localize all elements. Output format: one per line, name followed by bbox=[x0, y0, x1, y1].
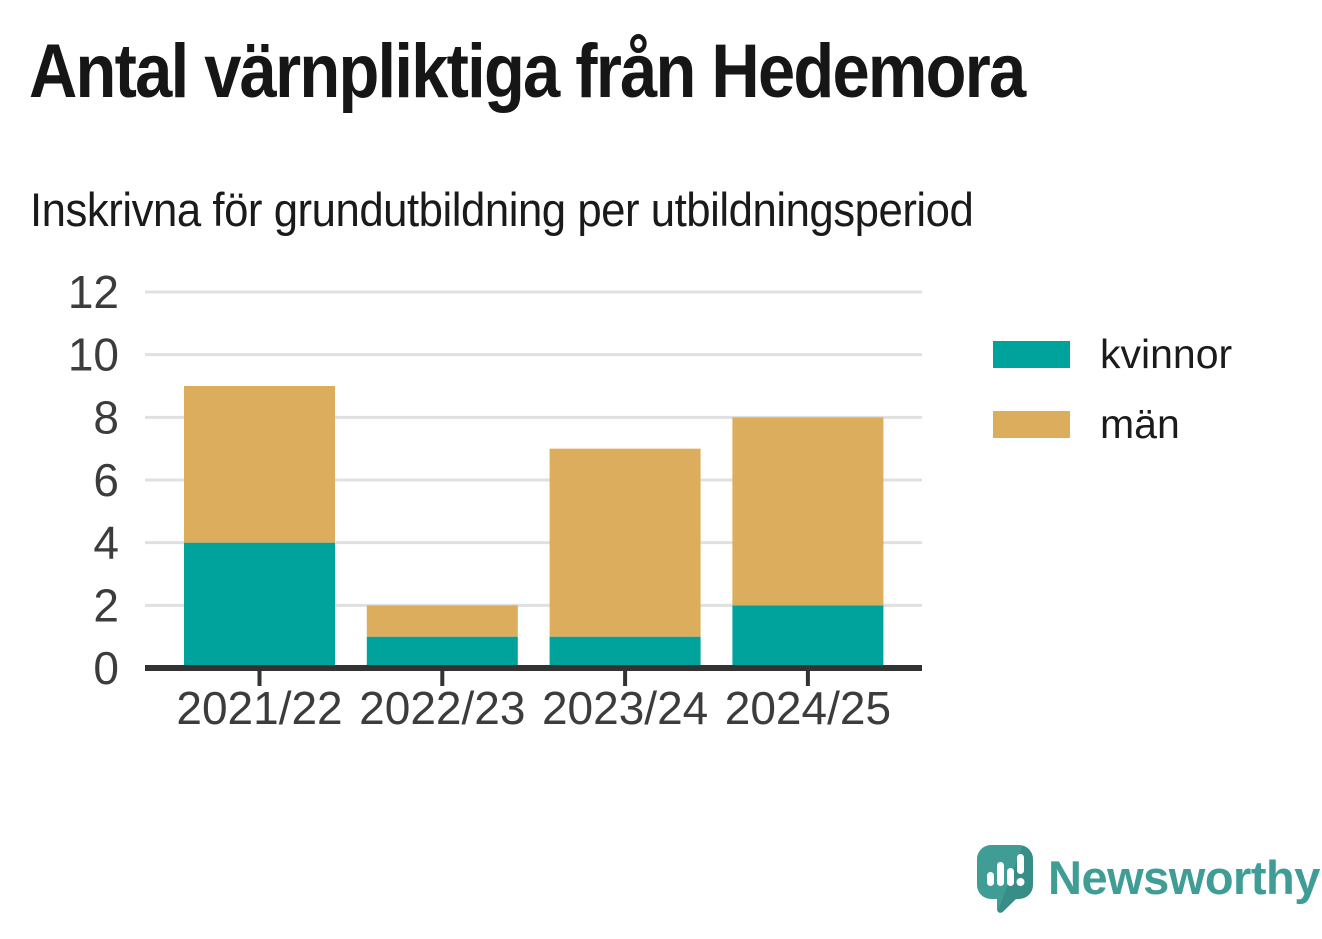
bar-segment-kvinnor-2022/23 bbox=[366, 636, 518, 668]
bar-segment-kvinnor-2023/24 bbox=[549, 636, 701, 668]
bar-segment-män-2022/23 bbox=[366, 605, 518, 637]
chart-subtitle: Inskrivna för grundutbildning per utbild… bbox=[30, 183, 974, 236]
y-tick-label: 0 bbox=[93, 642, 119, 694]
logo-exclamation-dot bbox=[1016, 878, 1025, 886]
y-tick-label: 2 bbox=[93, 579, 119, 631]
logo-exclamation-bar bbox=[1017, 854, 1024, 874]
logo-bar-1 bbox=[987, 872, 994, 886]
x-tick-label: 2021/22 bbox=[176, 682, 342, 734]
chart-title: Antal värnpliktiga från Hedemora bbox=[29, 29, 1026, 114]
bar-segment-män-2021/22 bbox=[184, 386, 335, 543]
legend-item-kvinnor: kvinnor bbox=[993, 334, 1232, 375]
legend: kvinnor män bbox=[993, 334, 1232, 474]
brand-wordmark: Newsworthy bbox=[1048, 851, 1320, 904]
bar-segment-kvinnor-2024/25 bbox=[732, 605, 884, 668]
y-tick-label: 12 bbox=[68, 266, 119, 318]
y-tick-label: 6 bbox=[93, 454, 119, 506]
bar-segment-män-2023/24 bbox=[549, 448, 701, 637]
bar-segment-män-2024/25 bbox=[732, 417, 884, 606]
legend-swatch-kvinnor bbox=[993, 341, 1070, 368]
y-tick-label: 4 bbox=[93, 517, 119, 569]
x-tick-label: 2023/24 bbox=[542, 682, 708, 734]
bar-segment-kvinnor-2021/22 bbox=[184, 542, 335, 668]
x-tick-label: 2022/23 bbox=[359, 682, 525, 734]
y-tick-label: 10 bbox=[68, 329, 119, 381]
brand-logo: Newsworthy bbox=[977, 845, 1320, 913]
legend-label-man: män bbox=[1100, 401, 1180, 447]
y-tick-label: 8 bbox=[93, 391, 119, 443]
logo-bar-3 bbox=[1007, 868, 1014, 886]
legend-swatch-man bbox=[993, 411, 1070, 438]
legend-item-man: män bbox=[993, 404, 1232, 445]
legend-label-kvinnor: kvinnor bbox=[1100, 331, 1233, 377]
logo-bar-2 bbox=[997, 862, 1004, 886]
newsworthy-logo-icon bbox=[977, 845, 1033, 913]
x-tick-label: 2024/25 bbox=[725, 682, 891, 734]
